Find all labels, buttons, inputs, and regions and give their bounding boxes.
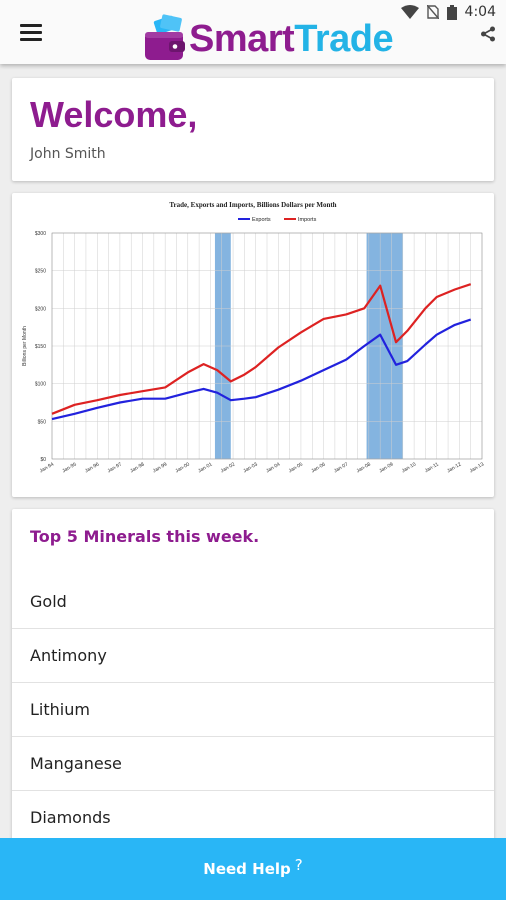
y-tick-label: $150 — [35, 344, 46, 350]
need-help-label: Need Help — [203, 860, 291, 878]
x-tick-label: Jan-99 — [152, 461, 168, 474]
x-tick-label: Jan-97 — [107, 461, 123, 474]
series-line-imports — [51, 283, 472, 415]
x-tick-label: Jan-05 — [288, 461, 304, 474]
y-tick-label: $200 — [35, 306, 46, 312]
trade-chart: Trade, Exports and Imports, Billions Dol… — [22, 201, 485, 474]
mineral-item-gold[interactable]: Gold — [12, 575, 494, 629]
x-tick-label: Jan-02 — [220, 461, 236, 474]
mineral-list: Gold Antimony Lithium Manganese Diamonds — [12, 575, 494, 845]
x-tick-label: Jan-07 — [333, 461, 349, 474]
legend-label-imports: Imports — [298, 217, 317, 223]
mineral-item-diamonds[interactable]: Diamonds — [12, 791, 494, 845]
status-bar: 4:04 — [400, 0, 506, 24]
app-logo: SmartTrade — [143, 6, 394, 62]
welcome-title: Welcome, — [30, 94, 198, 135]
x-tick-label: Jan-95 — [61, 461, 77, 474]
mineral-item-antimony[interactable]: Antimony — [12, 629, 494, 683]
help-question-icon: ? — [294, 856, 303, 874]
x-tick-label: Jan-98 — [129, 461, 145, 474]
y-tick-label: $250 — [35, 269, 46, 275]
y-axis-label: Billions per Month — [22, 326, 28, 366]
y-tick-label: $300 — [35, 231, 46, 237]
menu-icon[interactable] — [20, 24, 42, 41]
logo-wordmark: SmartTrade — [189, 16, 394, 62]
x-tick-label: Jan-12 — [446, 461, 462, 474]
series-line-exports — [51, 318, 472, 421]
battery-icon — [446, 4, 457, 20]
y-tick-label: $50 — [38, 419, 47, 425]
x-tick-label: Jan-04 — [265, 461, 281, 474]
wifi-icon — [400, 5, 419, 19]
logo-smart: Smart — [189, 18, 295, 60]
legend-label-exports: Exports — [252, 217, 271, 223]
need-help-button[interactable]: Need Help ? — [0, 838, 506, 900]
x-tick-label: Jan-13 — [469, 461, 485, 474]
x-tick-label: Jan-03 — [242, 461, 258, 474]
wallet-icon — [145, 14, 185, 60]
share-icon[interactable] — [480, 26, 496, 42]
x-tick-label: Jan-08 — [356, 461, 372, 474]
x-tick-label: Jan-94 — [39, 461, 55, 474]
trade-chart-card: Trade, Exports and Imports, Billions Dol… — [12, 193, 494, 497]
y-tick-label: $0 — [40, 457, 46, 463]
mineral-item-manganese[interactable]: Manganese — [12, 737, 494, 791]
x-tick-label: Jan-09 — [378, 461, 394, 474]
logo-trade: Trade — [294, 18, 394, 60]
chart-title: Trade, Exports and Imports, Billions Dol… — [169, 201, 336, 209]
x-tick-label: Jan-10 — [401, 461, 417, 474]
y-tick-label: $100 — [35, 382, 46, 388]
x-tick-label: Jan-00 — [175, 461, 191, 474]
x-tick-label: Jan-06 — [310, 461, 326, 474]
minerals-title: Top 5 Minerals this week. — [30, 527, 260, 546]
welcome-card: Welcome, John Smith — [12, 78, 494, 181]
x-tick-label: Jan-01 — [197, 461, 213, 474]
x-tick-label: Jan-96 — [84, 461, 100, 474]
no-sim-icon — [426, 5, 439, 19]
minerals-card: Top 5 Minerals this week. Gold Antimony … — [12, 509, 494, 849]
plot-frame — [51, 232, 483, 460]
user-name: John Smith — [30, 146, 106, 162]
x-tick-label: Jan-11 — [424, 461, 440, 474]
app-bar: SmartTrade — [0, 0, 506, 64]
status-time: 4:04 — [464, 4, 496, 20]
mineral-item-lithium[interactable]: Lithium — [12, 683, 494, 737]
